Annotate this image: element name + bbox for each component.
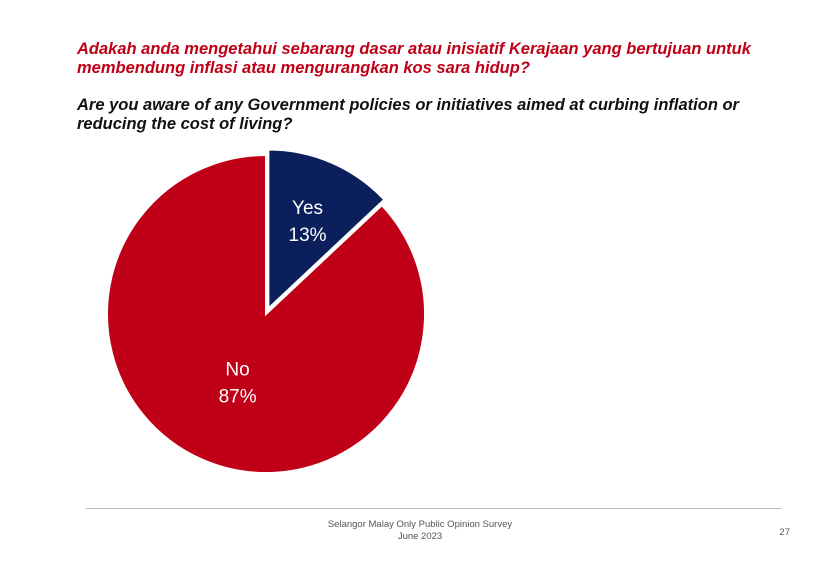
slice-value-no: 87% <box>219 387 257 408</box>
chart-title-malay: Adakah anda mengetahui sebarang dasar at… <box>77 40 751 77</box>
page-number: 27 <box>779 527 790 538</box>
footer-survey-name: Selangor Malay Only Public Opinion Surve… <box>327 519 513 530</box>
pie-slice-yes <box>267 148 386 311</box>
pie-slice-no <box>106 153 426 474</box>
slice-label-no: No <box>225 360 249 381</box>
footer-divider <box>86 508 782 509</box>
chart-title-english: Are you aware of any Government policies… <box>77 96 739 133</box>
footer-source: Selangor Malay Only Public Opinion Surve… <box>270 519 570 543</box>
slice-label-yes: Yes <box>292 198 323 219</box>
slice-value-yes: 13% <box>289 225 327 246</box>
footer-date: June 2023 <box>397 531 443 542</box>
